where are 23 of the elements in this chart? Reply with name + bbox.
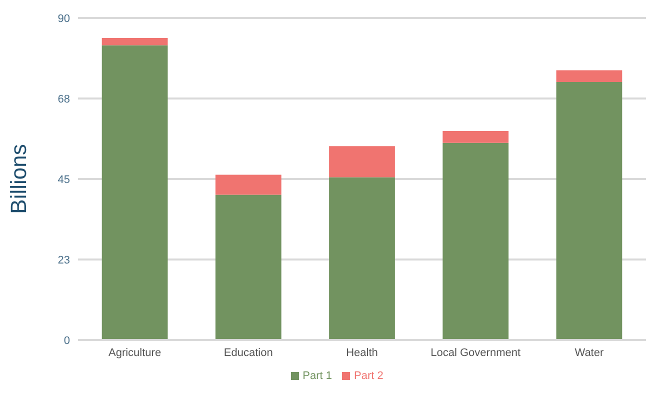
y-tick-label: 45 <box>58 174 70 186</box>
x-tick-label: Water <box>574 346 604 359</box>
bar <box>329 146 395 178</box>
x-tick-label: Education <box>224 346 273 359</box>
y-axis-title: Billions <box>6 144 31 214</box>
y-tick-label: 68 <box>58 93 70 106</box>
bar <box>102 38 168 46</box>
bar <box>215 174 282 195</box>
bar <box>442 142 509 340</box>
bar <box>442 131 509 143</box>
y-tick-label: 90 <box>58 12 70 25</box>
bar <box>102 45 168 340</box>
bar <box>556 70 622 82</box>
y-tick-label: 23 <box>58 254 70 266</box>
y-tick-label: 0 <box>64 334 70 347</box>
bar <box>215 194 282 340</box>
bar <box>329 177 395 340</box>
legend-label: Part 1 <box>302 370 332 382</box>
bar <box>556 82 622 340</box>
x-tick-label: Agriculture <box>108 346 162 359</box>
x-tick-label: Health <box>346 346 378 359</box>
legend-label: Part 2 <box>354 370 384 382</box>
x-tick-label: Local Government <box>430 346 521 359</box>
